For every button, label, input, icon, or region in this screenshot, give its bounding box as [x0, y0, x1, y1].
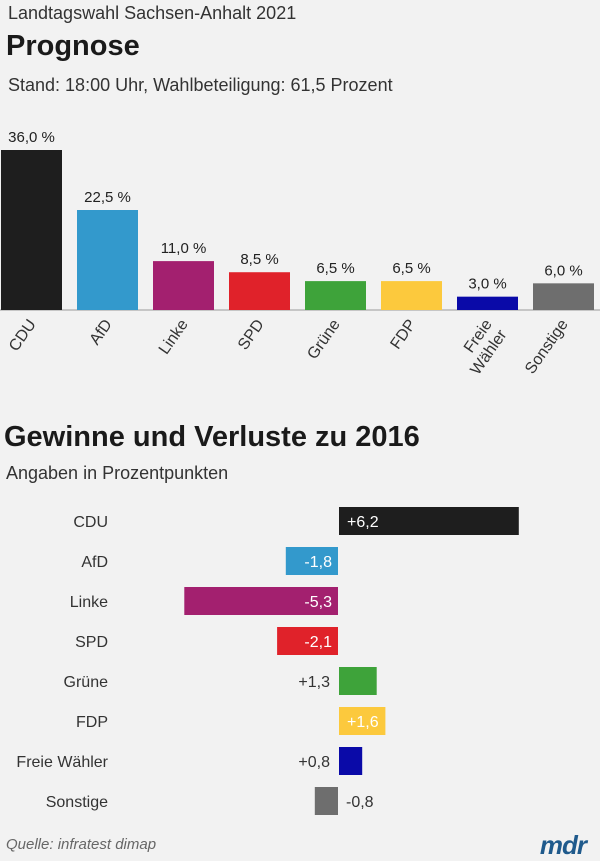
category-label-fdp: FDP [76, 714, 108, 731]
category-label-linke: Linke [156, 316, 192, 357]
value-label-afd: 22,5 % [84, 189, 131, 206]
category-label-sonstige: Sonstige [522, 316, 572, 377]
value-label-freie-waehler: +0,8 [298, 754, 330, 771]
category-label-gruene: Grüne [304, 316, 343, 362]
category-label-afd: AfD [87, 317, 116, 349]
value-label-afd: -1,8 [304, 554, 332, 571]
bar-sonstige [533, 283, 594, 310]
value-label-gruene: 6,5 % [316, 260, 354, 277]
value-label-sonstige: -0,8 [346, 794, 374, 811]
category-label-spd: SPD [75, 634, 108, 651]
category-label-sonstige: Sonstige [46, 794, 108, 811]
bar-gruene [305, 281, 366, 310]
value-label-freie-waehler: 3,0 % [468, 276, 506, 293]
bar-cdu [1, 150, 62, 310]
category-label-spd: SPD [235, 317, 268, 354]
category-label-cdu: CDU [6, 317, 40, 355]
bar-sonstige [314, 787, 338, 815]
bar-spd [277, 627, 338, 655]
bar-afd [285, 547, 338, 575]
value-label-linke: -5,3 [304, 594, 332, 611]
bar-afd [77, 210, 138, 310]
chart-kicker: Landtagswahl Sachsen-Anhalt 2021 [8, 3, 297, 23]
value-label-spd: 8,5 % [240, 251, 278, 268]
bar-linke [153, 261, 214, 310]
bar-freie-waehler [339, 747, 363, 775]
section-title: Gewinne und Verluste zu 2016 [4, 421, 420, 453]
bar-cdu [339, 507, 519, 535]
value-label-gruene: +1,3 [298, 674, 330, 691]
category-label-cdu: CDU [73, 514, 108, 531]
category-label-freie-waehler: Freie Wähler [16, 754, 108, 771]
value-label-cdu: 36,0 % [8, 129, 55, 146]
bar-spd [229, 272, 290, 310]
value-label-cdu: +6,2 [347, 514, 379, 531]
category-label-afd: AfD [81, 554, 108, 571]
chart-subtitle: Stand: 18:00 Uhr, Wahlbeteiligung: 61,5 … [8, 75, 393, 95]
section-subtitle: Angaben in Prozentpunkten [6, 463, 229, 483]
bar-linke [184, 587, 338, 615]
chart-title: Prognose [6, 30, 140, 62]
category-label-linke: Linke [70, 594, 108, 611]
value-label-spd: -2,1 [304, 634, 332, 651]
bar-fdp [381, 281, 442, 310]
vote-share-bar-chart: 36,0 % CDU 22,5 % AfD 11,0 % Linke 8,5 % SPD 6,5… [0, 129, 600, 378]
category-label-fdp: FDP [387, 317, 419, 353]
bar-gruene [339, 667, 377, 695]
value-label-fdp: 6,5 % [392, 260, 430, 277]
gains-losses-bar-chart: CDU +6,2 AfD -1,8 Linke -5,3 SPD -2,1 Grüne +1,3 F… [16, 507, 519, 815]
mdr-logo: mdr [539, 830, 587, 860]
value-label-fdp: +1,6 [347, 714, 379, 731]
bar-fdp [339, 707, 386, 735]
value-label-sonstige: 6,0 % [544, 262, 582, 279]
category-label-freie-waehler: FreieWähler [453, 316, 511, 378]
category-label-gruene: Grüne [64, 674, 109, 691]
source-note: Quelle: infratest dimap [6, 836, 157, 853]
bar-freie-waehler [457, 296, 518, 310]
value-label-linke: 11,0 % [161, 240, 207, 257]
